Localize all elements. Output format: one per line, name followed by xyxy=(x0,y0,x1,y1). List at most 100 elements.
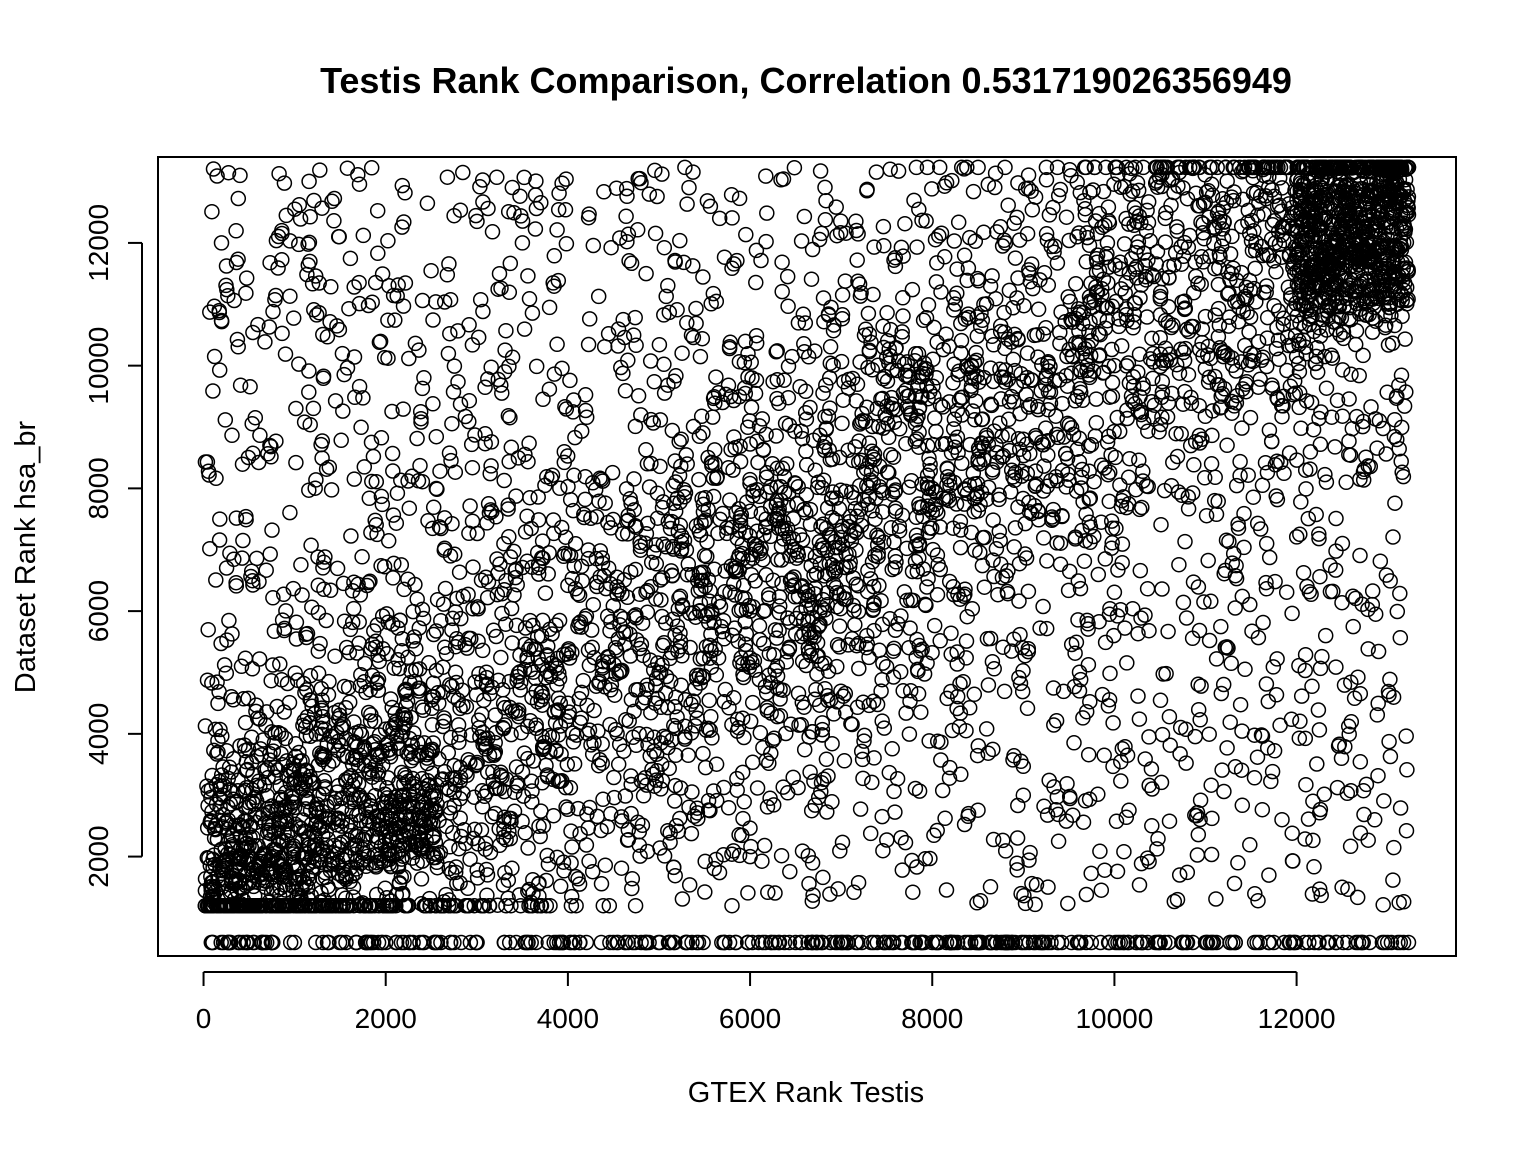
data-point xyxy=(461,413,477,430)
data-point xyxy=(520,453,536,470)
data-point xyxy=(624,871,641,887)
data-point xyxy=(1009,862,1025,878)
data-point xyxy=(874,808,890,825)
data-point xyxy=(1185,284,1202,301)
data-point xyxy=(807,462,823,479)
data-point xyxy=(669,302,685,318)
data-point xyxy=(248,550,265,567)
data-point xyxy=(920,498,936,514)
data-point xyxy=(925,541,941,558)
data-point xyxy=(335,403,351,419)
data-point xyxy=(1172,746,1188,762)
data-point xyxy=(819,500,836,516)
data-point xyxy=(1265,659,1282,675)
data-point xyxy=(851,660,867,677)
data-point xyxy=(385,570,401,586)
data-point xyxy=(224,427,240,444)
data-point xyxy=(835,392,851,408)
data-point xyxy=(667,777,684,794)
data-point xyxy=(686,808,703,824)
data-point xyxy=(282,288,298,304)
data-point xyxy=(911,783,928,799)
data-point xyxy=(1000,411,1017,428)
data-point xyxy=(1271,351,1287,368)
data-point xyxy=(1095,183,1112,200)
data-point xyxy=(577,402,594,419)
data-point xyxy=(590,288,607,305)
data-point xyxy=(1203,593,1219,610)
data-point xyxy=(1198,507,1215,524)
data-point xyxy=(961,477,978,493)
data-point xyxy=(865,693,882,710)
data-point xyxy=(372,333,389,350)
data-point xyxy=(787,934,804,951)
data-point xyxy=(523,773,540,789)
data-point xyxy=(213,235,230,251)
data-point xyxy=(286,934,303,951)
data-point xyxy=(852,801,869,817)
data-point xyxy=(326,213,342,229)
data-point xyxy=(1158,665,1174,682)
data-point xyxy=(938,882,955,898)
data-point xyxy=(640,515,656,532)
data-point xyxy=(1175,594,1192,611)
data-point xyxy=(597,857,614,873)
data-point xyxy=(656,848,673,864)
data-point xyxy=(717,583,733,600)
data-point xyxy=(886,783,902,800)
data-point xyxy=(528,358,545,375)
data-point xyxy=(343,528,359,544)
data-point xyxy=(1228,557,1244,574)
data-point xyxy=(631,725,647,742)
data-point xyxy=(898,705,914,721)
data-point xyxy=(685,693,701,709)
data-point xyxy=(642,353,659,369)
data-point xyxy=(1083,865,1099,882)
data-point xyxy=(265,743,282,759)
data-point xyxy=(743,399,760,416)
data-point xyxy=(487,805,503,822)
data-point xyxy=(1288,348,1305,365)
data-point xyxy=(1297,646,1314,663)
data-point xyxy=(786,159,803,176)
data-point xyxy=(385,463,401,479)
data-point xyxy=(969,895,985,911)
data-point xyxy=(1317,627,1334,644)
data-point xyxy=(1375,420,1391,437)
data-point xyxy=(437,580,454,597)
data-point xyxy=(711,210,728,227)
data-point xyxy=(504,860,520,877)
data-point xyxy=(1041,772,1057,789)
data-point xyxy=(959,272,975,289)
data-point xyxy=(1092,934,1109,951)
data-point xyxy=(1334,362,1351,378)
data-point xyxy=(541,381,558,397)
data-point xyxy=(853,743,870,760)
data-point xyxy=(1133,406,1150,423)
data-point xyxy=(869,400,886,417)
data-point xyxy=(666,793,683,809)
data-point xyxy=(976,579,993,595)
data-point xyxy=(312,162,328,178)
data-point xyxy=(1298,776,1314,793)
data-point xyxy=(740,419,756,436)
data-point xyxy=(564,839,580,855)
data-point xyxy=(956,588,972,604)
data-point xyxy=(1068,275,1084,292)
data-point xyxy=(950,445,966,461)
data-point xyxy=(593,934,610,951)
data-point xyxy=(433,612,449,629)
data-point xyxy=(1121,802,1137,819)
data-point xyxy=(424,717,441,733)
data-point xyxy=(1200,552,1216,569)
data-point xyxy=(1011,593,1027,609)
data-point xyxy=(1162,737,1178,753)
data-point xyxy=(504,635,520,651)
data-point xyxy=(603,239,619,256)
data-point xyxy=(760,884,776,901)
data-point xyxy=(990,586,1006,603)
data-point xyxy=(1399,762,1415,778)
data-point xyxy=(524,783,540,799)
data-point xyxy=(928,423,944,440)
data-point xyxy=(947,296,964,312)
